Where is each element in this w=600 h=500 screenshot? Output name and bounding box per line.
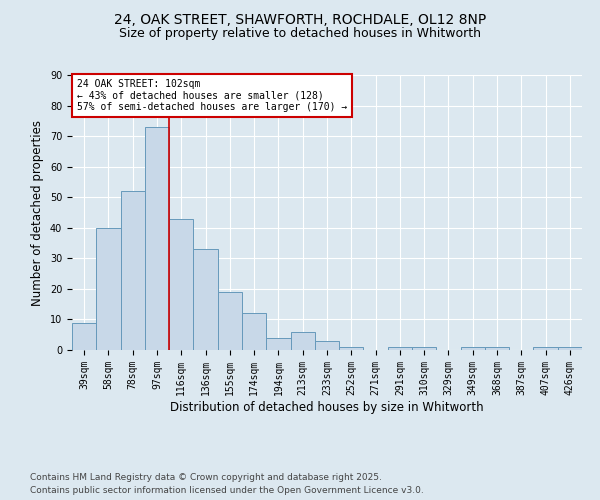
- Bar: [533, 347, 558, 350]
- Bar: [193, 249, 218, 350]
- Text: Contains public sector information licensed under the Open Government Licence v3: Contains public sector information licen…: [30, 486, 424, 495]
- Bar: [169, 218, 193, 350]
- Bar: [461, 347, 485, 350]
- Bar: [72, 322, 96, 350]
- Bar: [145, 127, 169, 350]
- Bar: [485, 347, 509, 350]
- Bar: [218, 292, 242, 350]
- Bar: [339, 347, 364, 350]
- Text: 24, OAK STREET, SHAWFORTH, ROCHDALE, OL12 8NP: 24, OAK STREET, SHAWFORTH, ROCHDALE, OL1…: [114, 12, 486, 26]
- Bar: [266, 338, 290, 350]
- Bar: [315, 341, 339, 350]
- X-axis label: Distribution of detached houses by size in Whitworth: Distribution of detached houses by size …: [170, 400, 484, 413]
- Bar: [121, 191, 145, 350]
- Y-axis label: Number of detached properties: Number of detached properties: [31, 120, 44, 306]
- Bar: [388, 347, 412, 350]
- Bar: [412, 347, 436, 350]
- Bar: [242, 314, 266, 350]
- Bar: [558, 347, 582, 350]
- Bar: [290, 332, 315, 350]
- Text: Size of property relative to detached houses in Whitworth: Size of property relative to detached ho…: [119, 28, 481, 40]
- Bar: [96, 228, 121, 350]
- Text: Contains HM Land Registry data © Crown copyright and database right 2025.: Contains HM Land Registry data © Crown c…: [30, 472, 382, 482]
- Text: 24 OAK STREET: 102sqm
← 43% of detached houses are smaller (128)
57% of semi-det: 24 OAK STREET: 102sqm ← 43% of detached …: [77, 79, 347, 112]
